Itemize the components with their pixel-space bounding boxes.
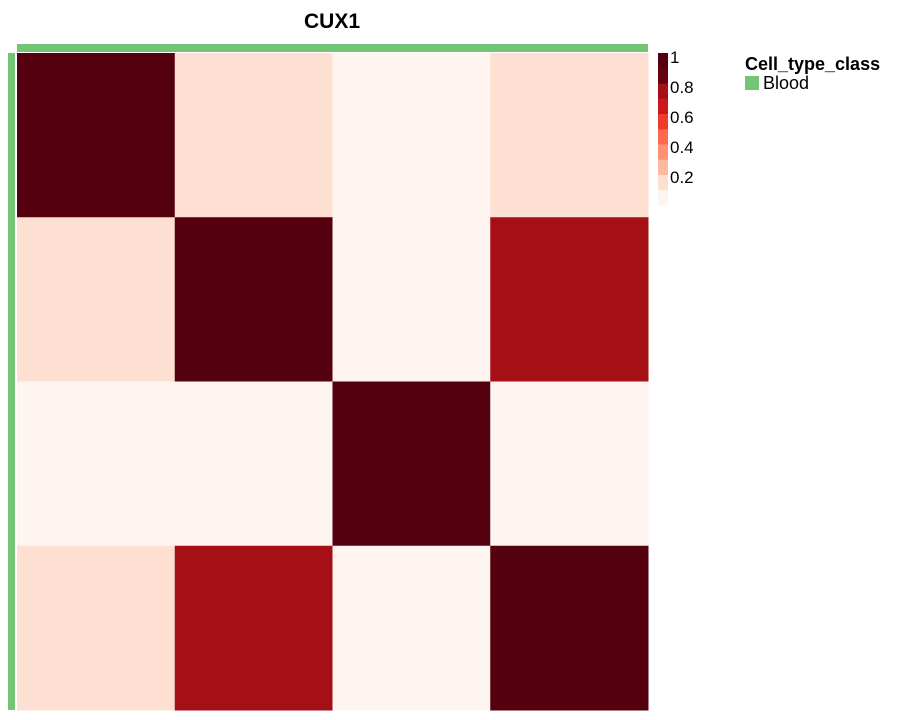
color-scale-segment xyxy=(658,83,668,99)
color-scale-segment xyxy=(658,113,668,130)
heatmap-cell-r4-c3 xyxy=(332,545,491,711)
heatmap-cell-r2-c2 xyxy=(174,217,333,382)
heatmap-cell-r3-c1 xyxy=(17,381,176,547)
color-scale-segment xyxy=(658,174,668,191)
heatmap-cell-r4-c1 xyxy=(17,545,176,711)
annotation-legend-label: Blood xyxy=(763,73,809,93)
heatmap-cell-r1-c2 xyxy=(174,53,333,218)
heatmap-cell-r1-c1 xyxy=(17,53,176,218)
heatmap-cell-r2-c3 xyxy=(332,217,491,382)
heatmap-cell-r3-c2 xyxy=(174,381,333,547)
color-scale-tick-label: 0.8 xyxy=(670,78,694,97)
color-scale-segment xyxy=(658,159,668,175)
heatmap-cell-r4-c4 xyxy=(490,545,649,711)
heatmap-cell-r4-c2 xyxy=(174,545,333,711)
color-scale-segment xyxy=(658,98,668,115)
color-scale-tick-label: 0.2 xyxy=(670,168,694,187)
heatmap-cell-r2-c4 xyxy=(490,217,649,382)
heatmap-cell-r3-c3 xyxy=(332,381,491,547)
annotation-legend-swatch xyxy=(745,76,759,90)
chart-title: CUX1 xyxy=(304,10,360,33)
color-scale-tick-label: 0.4 xyxy=(670,138,694,157)
annotation-legend: Blood xyxy=(745,73,809,93)
annotation-legend-title: Cell_type_class xyxy=(745,54,880,74)
color-scale-segment xyxy=(658,144,668,160)
left-annotation-bar xyxy=(8,53,15,710)
color-scale-segment xyxy=(658,129,668,145)
color-scale-segment xyxy=(658,68,668,84)
color-scale-segment xyxy=(658,53,668,69)
heatmap-cell-r1-c3 xyxy=(332,53,491,218)
heatmap-cell-r3-c4 xyxy=(490,381,649,547)
color-scale-tick-label: 0.6 xyxy=(670,108,694,127)
top-annotation-bar xyxy=(17,44,648,52)
heatmap-cell-r1-c4 xyxy=(490,53,649,218)
color-scale-tick-label: 1 xyxy=(670,48,679,67)
color-scale-legend: 1 0.8 0.6 0.4 0.2 xyxy=(658,48,694,206)
color-scale-segment xyxy=(658,189,668,206)
heatmap-cell-r2-c1 xyxy=(17,217,176,382)
heatmap-cells xyxy=(17,53,649,711)
